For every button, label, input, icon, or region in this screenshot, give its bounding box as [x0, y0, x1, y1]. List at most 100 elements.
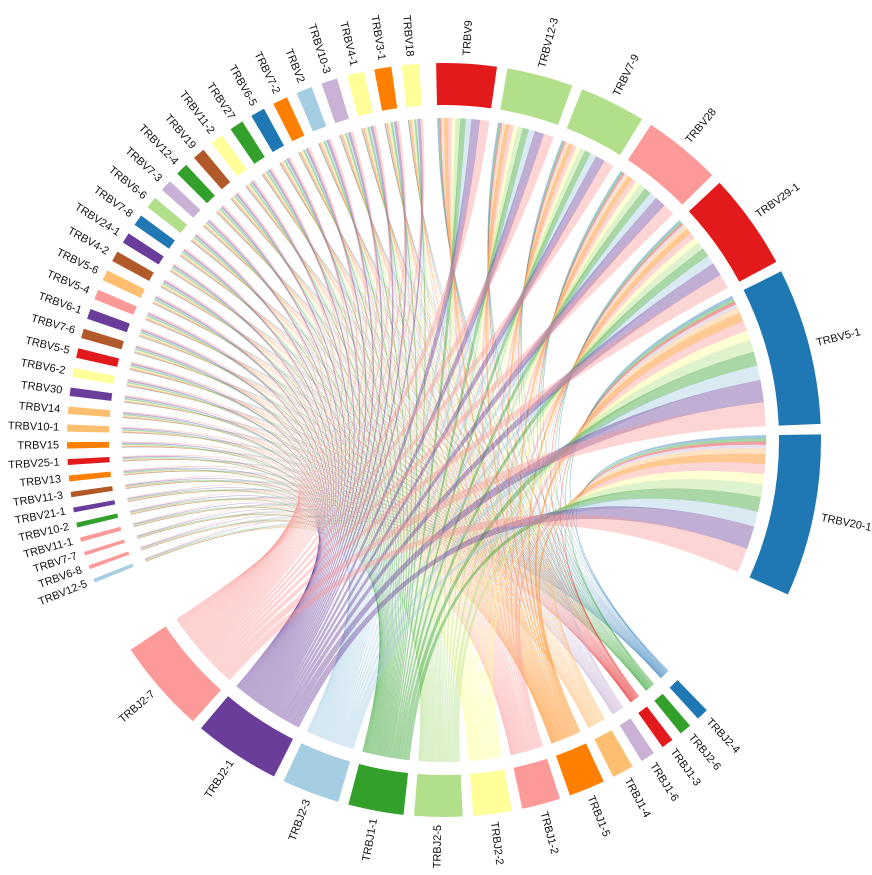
ribbon-TRBV19-TRBJ2-4 [230, 198, 664, 676]
ribbon-TRBV10-2-TRBJ1-2 [130, 499, 513, 755]
ribbon-TRBV2-TRBJ2-4 [317, 143, 665, 676]
arc-TRBV4-1 [347, 71, 373, 117]
ribbon-TRBV11-3-TRBJ2-7 [124, 475, 300, 623]
ribbon-TRBV5-1-TRBJ1-2 [514, 321, 748, 749]
ribbon-TRBV14-TRBJ2-4 [122, 417, 662, 678]
arc-TRBV25-1 [67, 456, 110, 466]
ribbon-TRBV14-TRBJ1-2 [122, 415, 515, 755]
arc-TRBJ2-3 [283, 743, 351, 802]
ribbon-TRBV12-3-TRBJ1-5 [485, 123, 572, 737]
ribbon-TRBV10-2-TRBJ1-6 [130, 498, 614, 715]
ribbon-TRBV10-3-TRBJ1-1 [345, 132, 408, 757]
ribbon-TRBV5-5-TRBJ1-2 [129, 367, 516, 755]
ribbon-TRBV14-TRBJ1-3 [122, 417, 632, 702]
ribbon-TRBV5-6-TRBJ1-5 [152, 301, 559, 742]
ribbon-TRBV11-1-TRBJ1-4 [133, 506, 590, 728]
ribbon-TRBV19-TRBJ1-6 [230, 198, 617, 713]
arc-TRBV7-6 [81, 328, 124, 350]
arc-TRBV9 [436, 62, 497, 109]
ribbon-TRBV4-1-TRBJ1-6 [362, 128, 619, 712]
ribbon-TRBV7-9-TRBJ2-2 [478, 146, 581, 759]
ribbon-TRBV5-6-TRBJ1-2 [153, 300, 519, 754]
ribbon-TRBV6-6-TRBJ1-6 [190, 240, 617, 713]
ribbon-TRBV10-1-TRBJ1-3 [121, 432, 632, 703]
ribbon-TRBV20-1-TRBJ2-2 [490, 470, 765, 758]
ribbon-TRBV13-TRBJ2-6 [123, 470, 647, 691]
ribbon-TRBV11-2-TRBJ2-5 [248, 183, 435, 763]
ribbon-TRBV24-1-TRBJ2-4 [169, 270, 664, 677]
ribbon-TRBV25-1-TRBJ2-2 [122, 458, 472, 762]
ribbon-TRBV10-3-TRBJ1-3 [339, 134, 636, 700]
ribbon-TRBV11-3-TRBJ2-6 [125, 480, 647, 691]
ribbon-TRBV14-TRBJ2-6 [122, 417, 648, 691]
ribbon-TRBV20-1-TRBJ2-5 [455, 478, 764, 762]
ribbon-TRBV20-1-TRBJ2-4 [576, 435, 767, 672]
arc-TRBV12-4 [177, 164, 215, 204]
ribbon-TRBV6-5-TRBJ1-2 [281, 161, 525, 753]
ribbon-TRBV15-TRBJ1-5 [121, 446, 555, 743]
ribbon-TRBV3-1-TRBJ2-6 [384, 123, 651, 688]
ribbon-TRBV7-8-TRBJ2-3 [182, 250, 360, 738]
ribbon-TRBV12-5-TRBJ1-6 [145, 524, 614, 715]
arc-TRBV12-5 [93, 563, 134, 583]
ribbon-TRBV5-5-TRBJ2-2 [130, 366, 475, 761]
ribbon-TRBV7-3-TRBJ1-4 [203, 225, 595, 726]
ribbon-TRBV19-TRBJ2-2 [232, 196, 481, 761]
arc-TRBV7-8 [134, 215, 175, 249]
ribbon-TRBV11-3-TRBJ1-4 [125, 481, 590, 728]
label-TRBJ1-2: TRBJ1-2 [538, 810, 561, 855]
arc-TRBV5-5 [76, 348, 120, 367]
arc-TRBJ2-5 [413, 773, 463, 817]
arc-TRBV13 [68, 471, 112, 482]
ribbon-TRBV4-2-TRBJ1-2 [161, 284, 519, 754]
ribbon-TRBV7-9-TRBJ2-1 [276, 156, 605, 718]
ribbon-TRBV2-TRBJ2-2 [321, 141, 485, 760]
ribbon-TRBV9-TRBJ2-1 [271, 119, 481, 714]
ribbon-TRBV30-TRBJ1-6 [124, 401, 615, 714]
ribbon-TRBV18-TRBJ1-5 [409, 119, 569, 738]
ribbon-TRBV18-TRBJ1-1 [388, 119, 426, 758]
ribbon-TRBV6-6-TRBJ2-3 [194, 235, 362, 738]
ribbon-TRBV4-1-TRBJ2-6 [361, 128, 651, 688]
ribbon-TRBV12-5-TRBJ1-4 [145, 525, 589, 728]
ribbon-TRBV7-9-TRBJ2-6 [519, 140, 653, 687]
ribbon-TRBV10-2-TRBJ2-7 [129, 490, 301, 622]
label-TRBV29-1: TRBV29-1 [753, 181, 802, 221]
ribbon-TRBV15-TRBJ1-3 [121, 446, 632, 703]
arc-TRBV6-5 [251, 108, 285, 153]
ribbon-TRBV2-TRBJ1-1 [323, 140, 405, 757]
ribbon-TRBV6-2-TRBJ1-6 [126, 385, 615, 714]
ribbon-TRBV12-4-TRBJ2-2 [218, 209, 481, 761]
ribbon-TRBV11-1-TRBJ1-6 [133, 505, 614, 715]
ribbon-TRBV11-2-TRBJ1-4 [246, 185, 596, 725]
ribbon-TRBV11-1-TRBJ1-5 [133, 507, 553, 744]
ribbon-TRBV12-5-TRBJ2-1 [144, 520, 322, 687]
arc-TRBV10-3 [321, 78, 349, 124]
ribbon-TRBV7-6-TRBJ2-6 [133, 352, 648, 690]
ribbon-TRBV24-1-TRBJ1-5 [170, 269, 560, 742]
ribbon-TRBV11-2-TRBJ2-6 [245, 185, 650, 689]
ribbon-TRBV5-1-TRBJ1-3 [560, 301, 737, 698]
ribbon-TRBV19-TRBJ2-3 [234, 194, 368, 739]
ribbon-TRBV30-TRBJ1-3 [124, 401, 632, 702]
ribbon-TRBV4-1-TRBJ1-4 [362, 128, 598, 724]
ribbon-TRBV29-1-TRBJ2-1 [282, 263, 721, 721]
ribbon-TRBV2-TRBJ2-6 [318, 143, 651, 688]
ribbon-TRBV29-1-TRBJ1-1 [397, 248, 709, 760]
ribbon-TRBV10-1-TRBJ2-6 [121, 432, 648, 691]
arc-TRBV7-3 [161, 181, 201, 218]
ribbon-TRBV5-1-TRBJ2-6 [565, 298, 735, 686]
ribbon-TRBV12-4-TRBJ1-6 [216, 211, 617, 713]
ribbon-TRBV6-6-TRBJ1-3 [190, 240, 634, 701]
ribbon-TRBV10-3-TRBJ2-7 [199, 131, 378, 652]
arc-TRBV7-2 [273, 97, 305, 142]
ribbon-TRBV9-TRBJ2-3 [333, 118, 472, 744]
ribbon-TRBV6-8-TRBJ2-4 [141, 515, 662, 679]
ribbon-TRBV7-2-TRBJ2-4 [297, 152, 665, 676]
ribbon-TRBV7-7-TRBJ2-7 [136, 502, 302, 621]
ribbon-TRBV6-5-TRBJ2-4 [279, 162, 665, 676]
ribbon-TRBV18-TRBJ2-4 [407, 119, 666, 675]
ribbon-TRBV5-6-TRBJ2-3 [154, 297, 356, 737]
ribbon-TRBV18-TRBJ2-3 [332, 118, 423, 743]
ribbon-TRBV6-8-TRBJ1-3 [141, 517, 632, 703]
